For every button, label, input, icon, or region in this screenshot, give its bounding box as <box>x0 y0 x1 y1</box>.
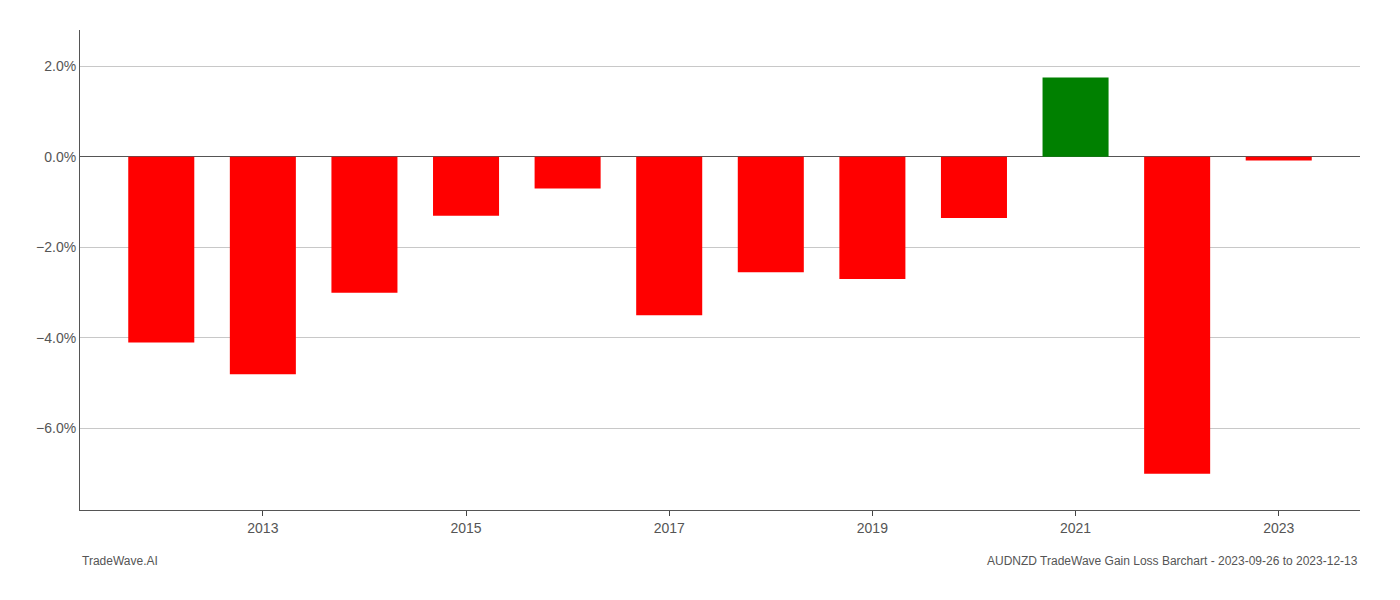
svg-text:AUDNZD TradeWave Gain Loss Bar: AUDNZD TradeWave Gain Loss Barchart - 20… <box>987 554 1358 568</box>
svg-text:−6.0%: −6.0% <box>36 420 76 436</box>
svg-text:0.0%: 0.0% <box>44 149 76 165</box>
svg-text:−4.0%: −4.0% <box>36 330 76 346</box>
svg-text:2.0%: 2.0% <box>44 58 76 74</box>
svg-text:2017: 2017 <box>654 520 685 536</box>
svg-text:2013: 2013 <box>247 520 278 536</box>
svg-text:2023: 2023 <box>1263 520 1294 536</box>
svg-text:−2.0%: −2.0% <box>36 239 76 255</box>
svg-text:TradeWave.AI: TradeWave.AI <box>82 554 158 568</box>
svg-text:2019: 2019 <box>857 520 888 536</box>
svg-text:2015: 2015 <box>450 520 481 536</box>
svg-text:2021: 2021 <box>1060 520 1091 536</box>
